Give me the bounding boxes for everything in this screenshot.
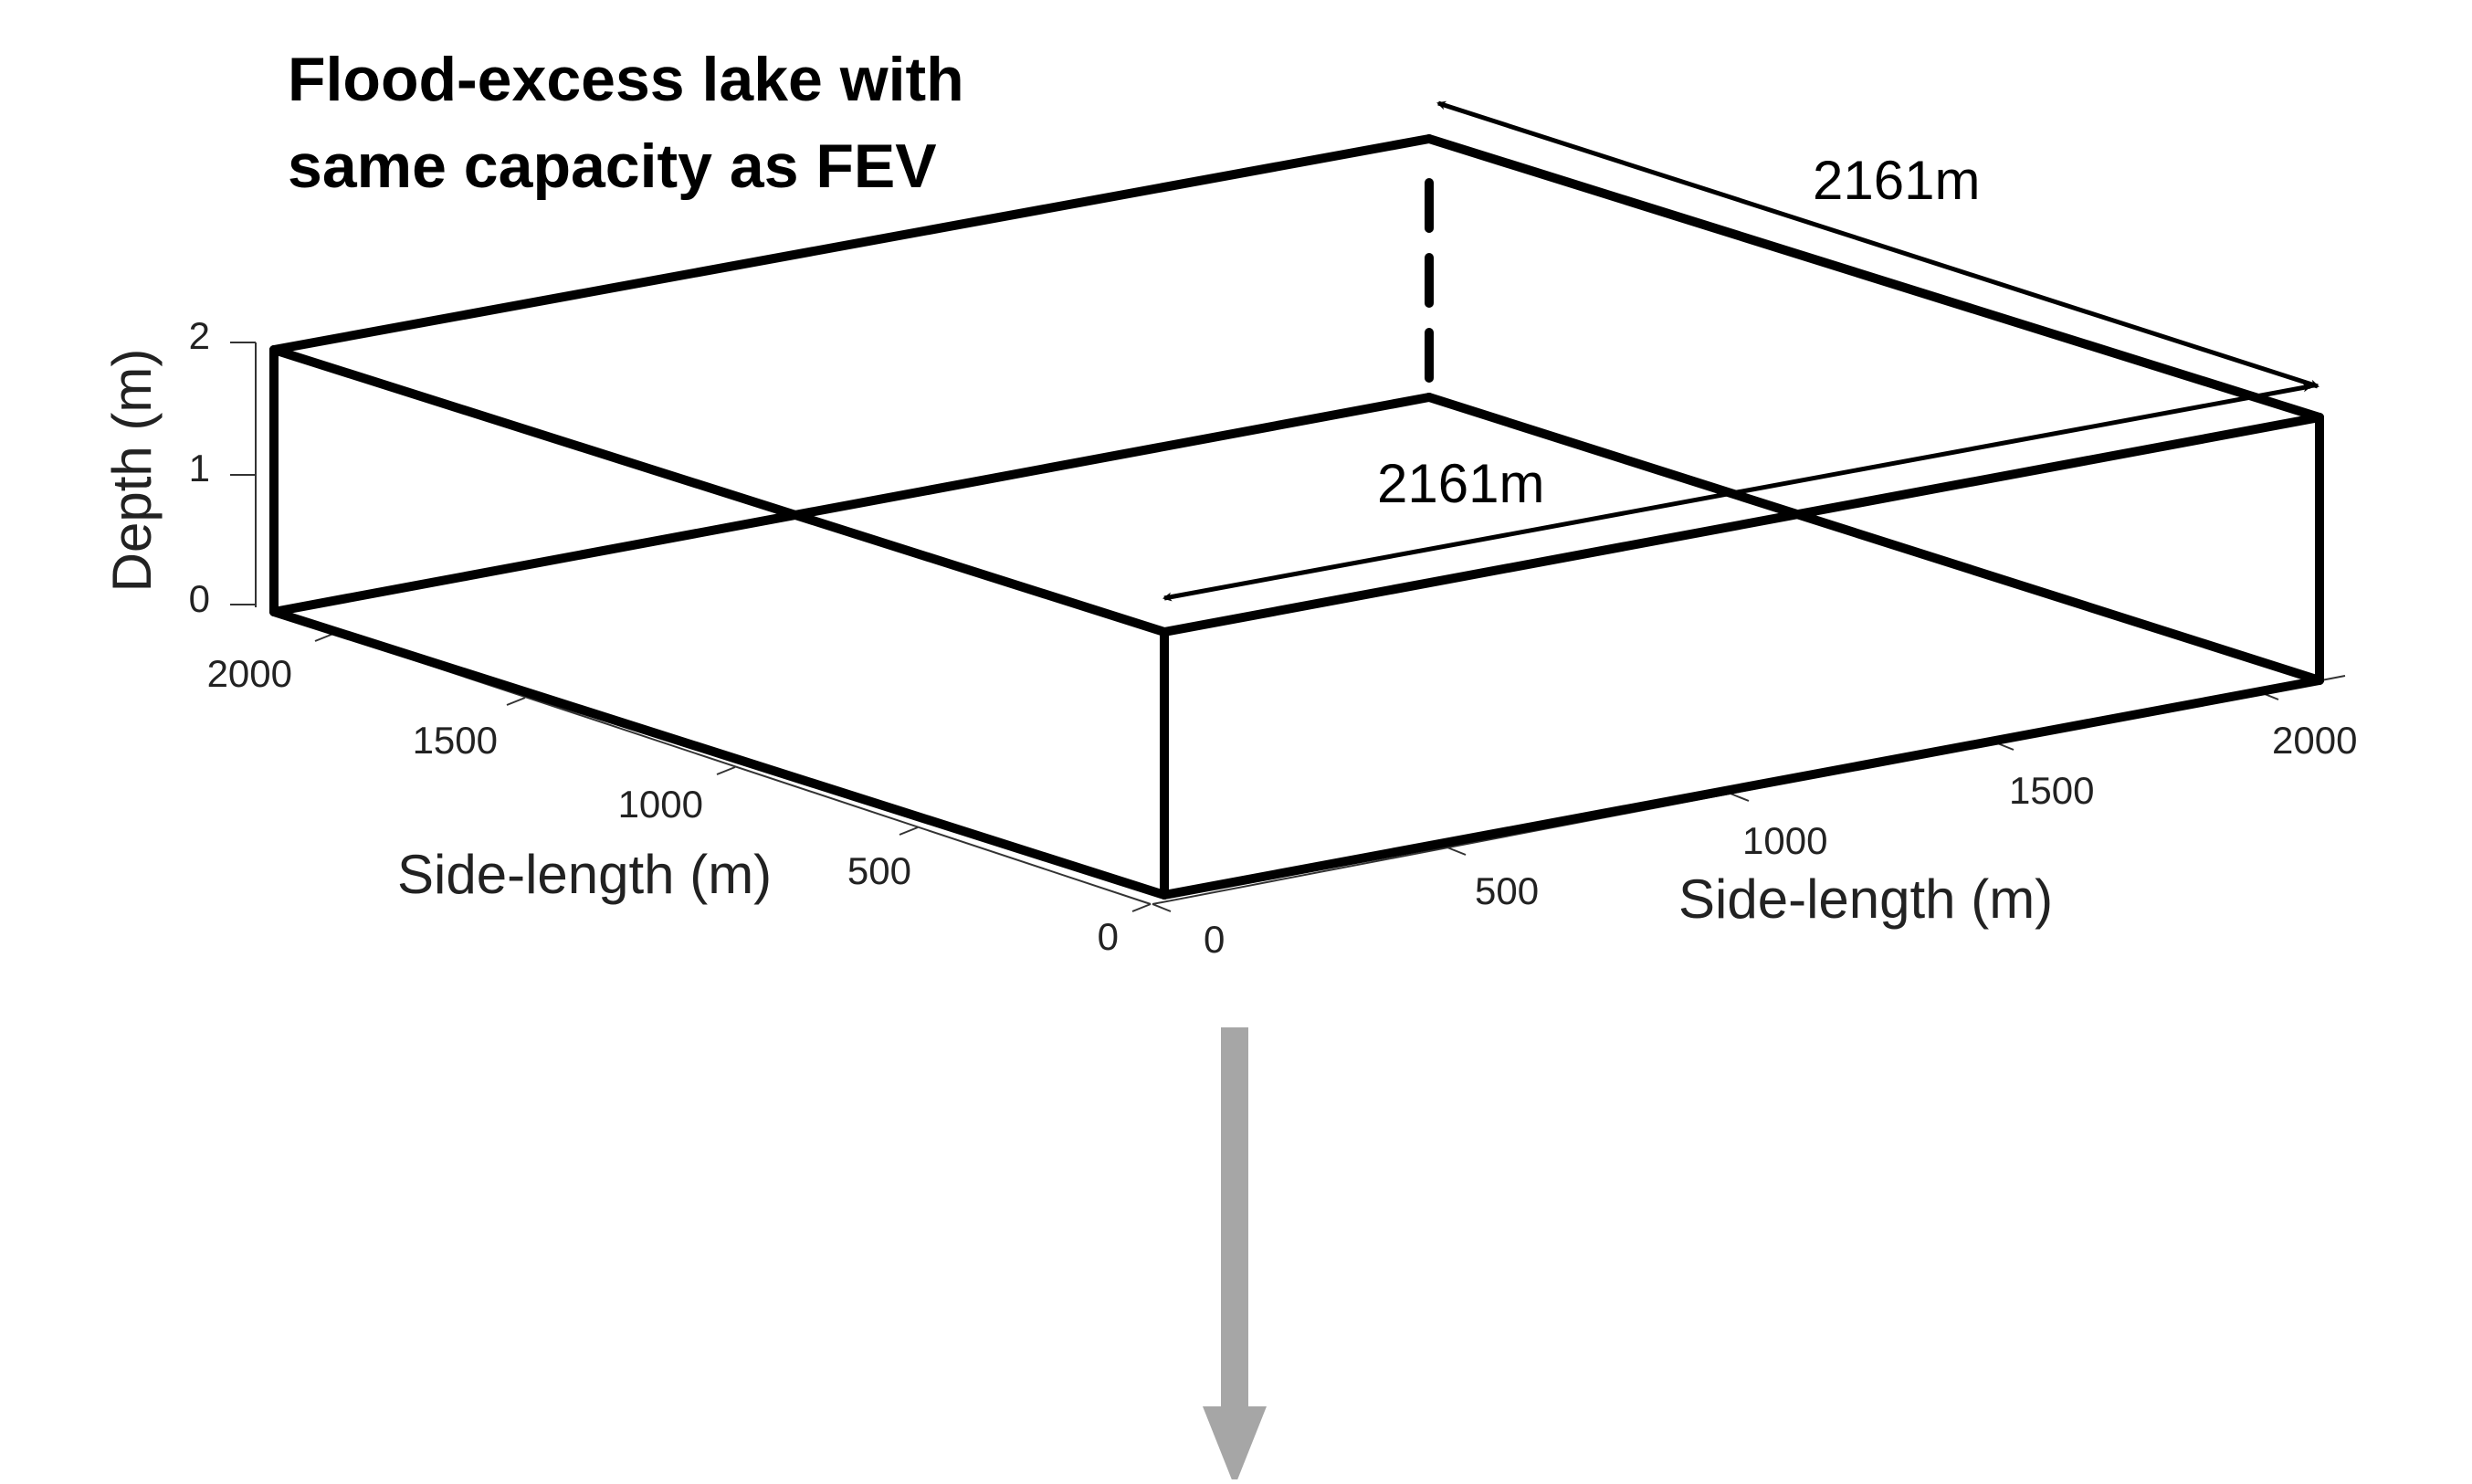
depth-axis-label: Depth (m) xyxy=(101,349,163,593)
down-arrow xyxy=(1203,1027,1267,1484)
right-tick-label-1000: 1000 xyxy=(1742,819,1827,862)
title-line-1: Flood-excess lake with xyxy=(288,45,964,114)
left-tick-label-1500: 1500 xyxy=(413,719,498,762)
left-tick-label-500: 500 xyxy=(847,849,911,892)
right-tick-0 xyxy=(1152,903,1172,912)
right-tick-label-2000: 2000 xyxy=(2272,719,2357,762)
right-tick-500 xyxy=(1446,847,1467,856)
left-tick-1000 xyxy=(716,766,736,775)
dimension-arrow-inner xyxy=(1162,383,2312,602)
down-arrow-shaft xyxy=(1221,1027,1248,1411)
right-tick-label-0: 0 xyxy=(1204,918,1225,961)
dimension-top-right: 2161m xyxy=(1436,100,2319,389)
title-line-2: same capacity as FEV xyxy=(288,132,937,201)
left-tick-1500 xyxy=(506,697,526,706)
top-front-left-edge xyxy=(269,345,1169,637)
top-front-right-edge xyxy=(1160,413,2324,637)
left-side-axis: 0 500 1000 1500 2000 Side-length (m) xyxy=(207,613,1152,958)
dimension-arrow-top-right xyxy=(1436,100,2319,389)
left-tick-label-2000: 2000 xyxy=(207,652,292,695)
down-arrow-head xyxy=(1203,1406,1267,1484)
depth-tick-label-2: 2 xyxy=(189,314,210,357)
left-tick-label-0: 0 xyxy=(1098,915,1119,958)
right-tick-label-1500: 1500 xyxy=(2009,769,2094,812)
dimension-inner: 2161m xyxy=(1162,383,2312,602)
depth-tick-label-0: 0 xyxy=(189,577,210,620)
right-tick-label-500: 500 xyxy=(1475,869,1539,912)
right-side-axis: 0 500 1000 1500 2000 Side-length (m) xyxy=(1152,675,2357,961)
bottom-front-left-edge xyxy=(269,607,1169,900)
left-tick-500 xyxy=(899,826,919,836)
left-tick-label-1000: 1000 xyxy=(618,783,703,826)
right-axis-label: Side-length (m) xyxy=(1678,868,2053,930)
depth-axis: 2 1 0 Depth (m) xyxy=(101,314,257,620)
left-tick-2000 xyxy=(314,633,334,642)
dimension-label-top-right: 2161m xyxy=(1813,150,1980,211)
dimension-label-inner: 2161m xyxy=(1377,453,1544,514)
bottom-front-right-edge xyxy=(1160,676,2324,900)
depth-tick-label-1: 1 xyxy=(189,447,210,489)
left-tick-0 xyxy=(1131,903,1152,912)
left-axis-label: Side-length (m) xyxy=(397,844,772,905)
top-back-left-edge xyxy=(269,134,1434,354)
right-tick-1000 xyxy=(1730,793,1750,802)
